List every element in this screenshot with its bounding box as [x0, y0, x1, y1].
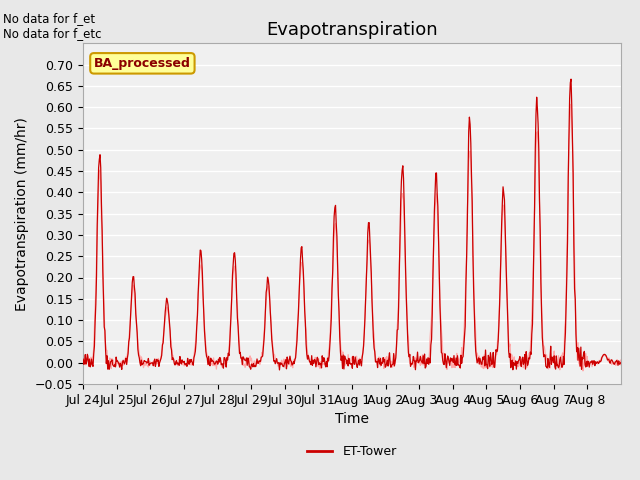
Text: No data for f_et
No data for f_etc: No data for f_et No data for f_etc: [3, 12, 102, 40]
Legend: ET-Tower: ET-Tower: [302, 440, 402, 463]
Y-axis label: Evapotranspiration (mm/hr): Evapotranspiration (mm/hr): [15, 117, 29, 311]
Title: Evapotranspiration: Evapotranspiration: [266, 21, 438, 39]
X-axis label: Time: Time: [335, 412, 369, 426]
Text: BA_processed: BA_processed: [94, 57, 191, 70]
